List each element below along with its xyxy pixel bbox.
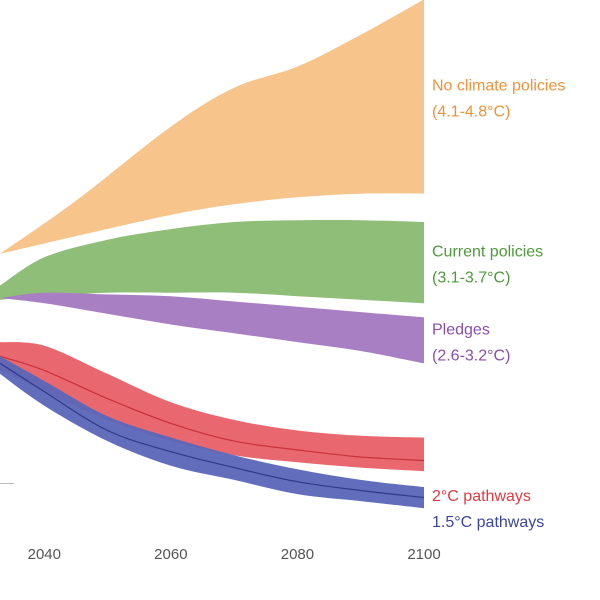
label-range-current: (3.1-3.7°C) xyxy=(432,270,510,287)
central-line-two-c xyxy=(0,355,425,462)
band-two-c xyxy=(0,342,424,472)
label-range-no-policy: (4.1-4.8°C) xyxy=(432,104,510,121)
series-labels: No climate policies (4.1-4.8°C) Current po… xyxy=(432,78,565,531)
label-pledges: Pledges xyxy=(432,321,490,338)
band-pledges xyxy=(0,292,424,364)
label-current: Current policies xyxy=(432,244,543,261)
x-tick-2040: 2040 xyxy=(28,546,61,563)
x-axis-ticks: 2040 2060 2080 2100 xyxy=(28,546,441,563)
central-line-one-five-c xyxy=(0,362,425,499)
label-two-c: 2°C pathways xyxy=(432,488,531,505)
label-range-pledges: (2.6-3.2°C) xyxy=(432,347,510,364)
x-tick-2100: 2100 xyxy=(407,546,440,563)
label-one-five-c: 1.5°C pathways xyxy=(432,514,544,531)
x-tick-2060: 2060 xyxy=(154,546,187,563)
label-no-policy: No climate policies xyxy=(432,78,565,95)
series-bands xyxy=(0,0,425,509)
x-tick-2080: 2080 xyxy=(281,546,314,563)
band-no-policy xyxy=(0,0,424,254)
band-current xyxy=(0,219,424,304)
